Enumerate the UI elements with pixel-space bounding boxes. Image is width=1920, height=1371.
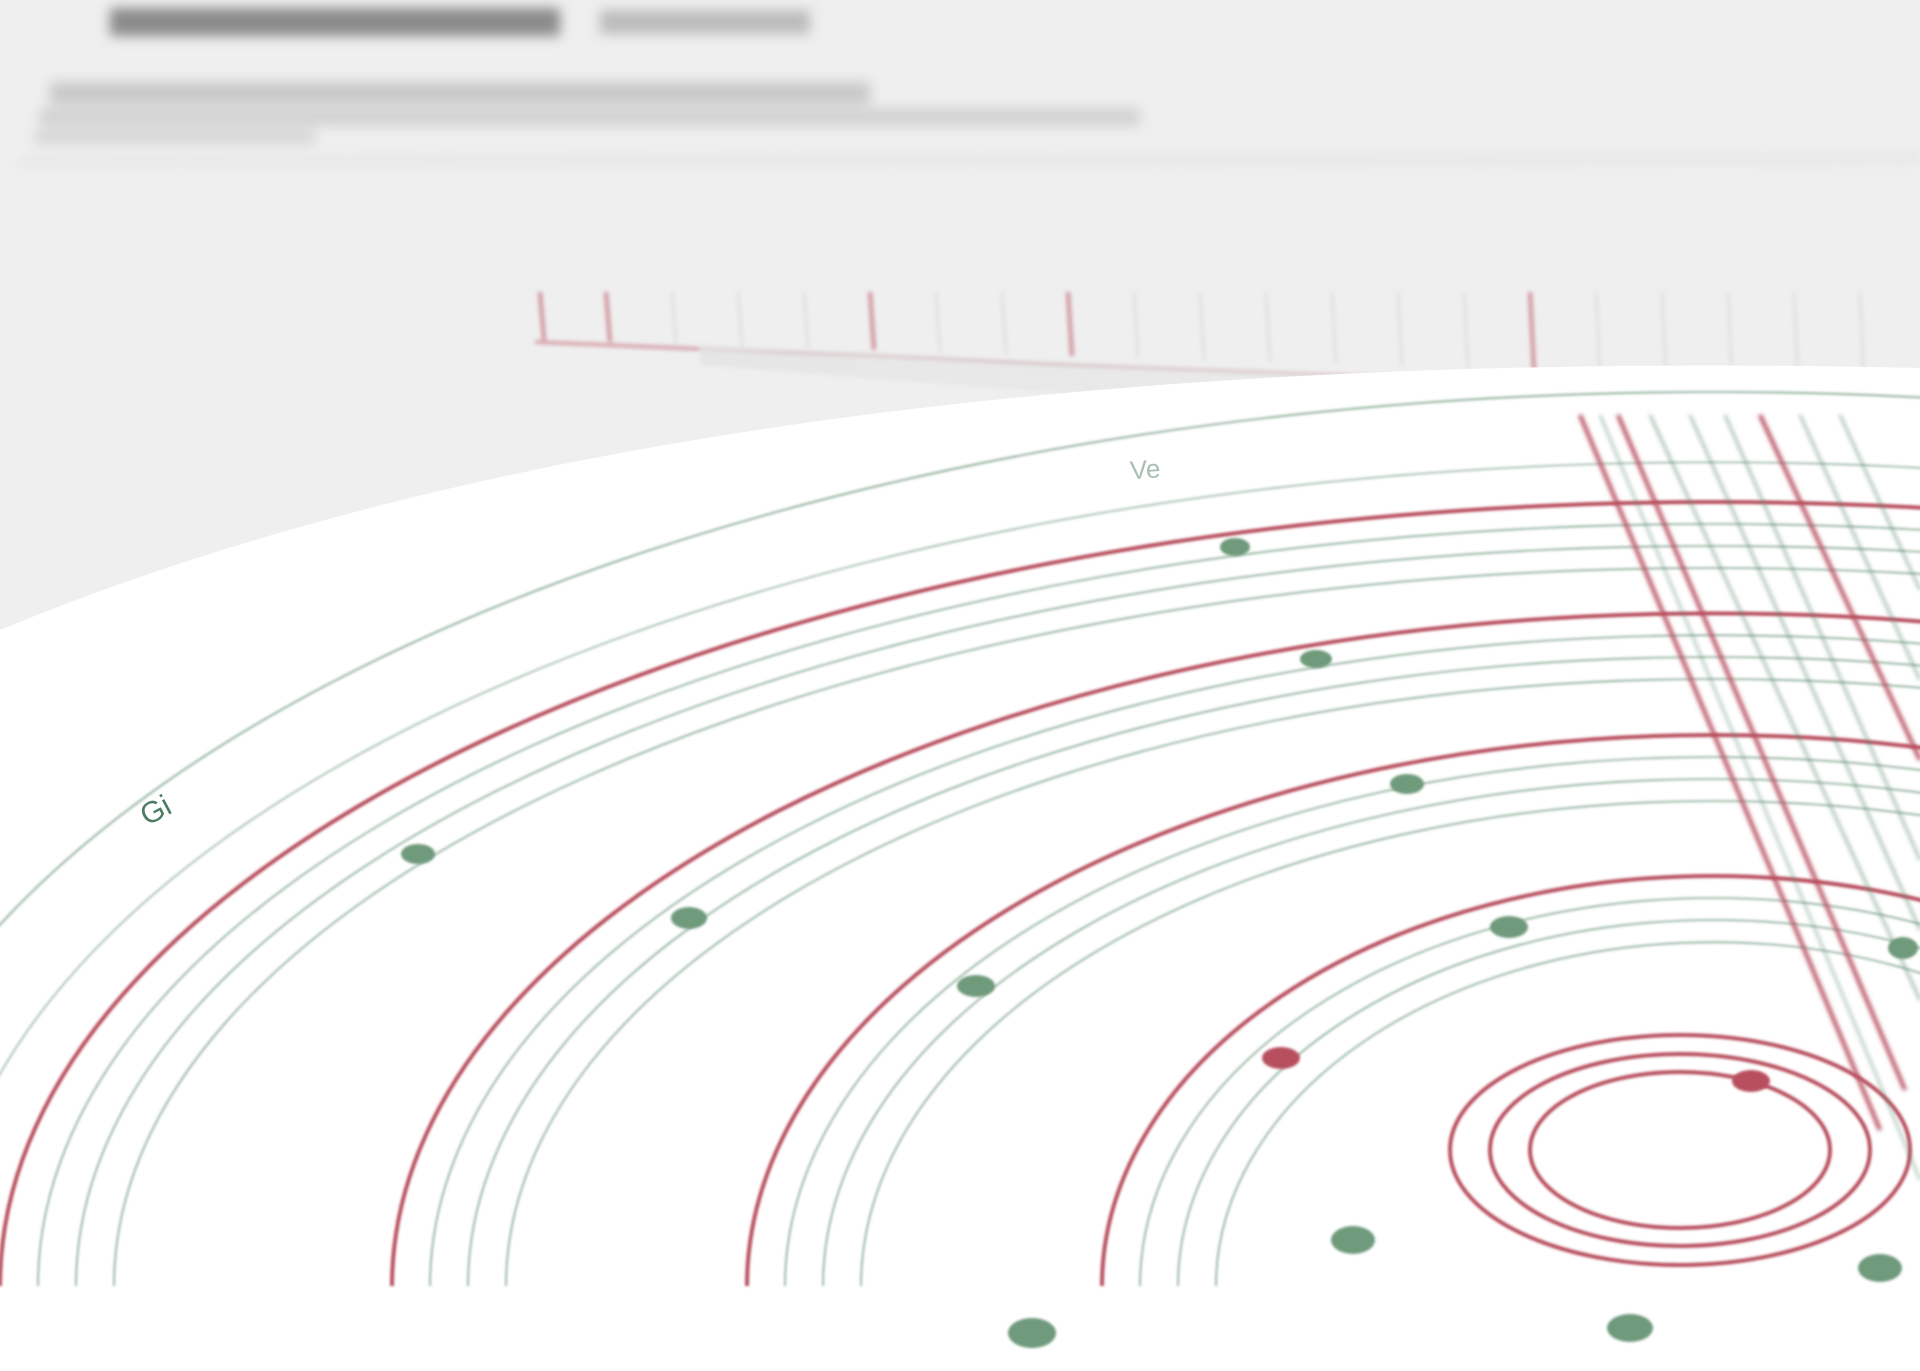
ruler-tick	[868, 291, 876, 351]
header-rule	[19, 157, 1920, 163]
ruler-tick	[538, 291, 546, 341]
vertical-line	[1839, 414, 1920, 591]
green-dot	[1220, 538, 1250, 556]
green-dot	[957, 975, 995, 997]
ruler-tick	[1397, 291, 1403, 367]
ruler-tick	[1793, 291, 1799, 379]
green-ring	[113, 567, 1920, 1287]
inner-spiral-ring	[1448, 1033, 1912, 1267]
green-ring	[1215, 941, 1920, 1287]
ruler-tick	[1265, 291, 1271, 363]
blurred-subtitle	[600, 10, 810, 34]
green-dot	[1331, 1226, 1375, 1254]
ruler-tick	[1331, 291, 1337, 365]
red-dot	[1732, 1070, 1770, 1092]
green-ring	[75, 545, 1920, 1287]
vertical-line	[1799, 414, 1920, 681]
vertical-line	[1599, 414, 1920, 1181]
green-ring	[1139, 897, 1920, 1287]
inner-spiral-ring	[1488, 1052, 1872, 1248]
green-dot	[1300, 650, 1332, 668]
vertical-line	[1616, 414, 1907, 1091]
ruler-tick	[1133, 291, 1139, 359]
blurred-text-line	[40, 108, 1140, 126]
data-dots	[401, 538, 1918, 1348]
blurred-header	[19, 8, 1920, 163]
green-dot	[671, 907, 707, 929]
vertical-line	[1578, 414, 1882, 1131]
ruler-tick	[737, 291, 743, 347]
green-ring	[505, 678, 1920, 1287]
ruler-tick	[803, 291, 809, 349]
green-dot	[1858, 1254, 1902, 1282]
red-ring	[1100, 874, 1920, 1287]
green-ring	[37, 523, 1920, 1287]
green-dot	[1888, 937, 1918, 959]
green-ring	[467, 656, 1920, 1287]
green-dot	[1008, 1318, 1056, 1348]
green-dot	[1607, 1314, 1653, 1342]
green-dot	[401, 844, 435, 864]
vertical-line	[1758, 414, 1920, 761]
ruler-tick	[1859, 291, 1865, 381]
green-dot	[1390, 774, 1424, 794]
inner-spiral-ring	[1528, 1070, 1832, 1230]
green-ring	[784, 756, 1920, 1287]
vertical-connector-lines	[1578, 414, 1920, 1181]
foreground-paper	[0, 365, 1920, 1371]
ruler-tick	[1661, 291, 1667, 375]
vertical-line	[1724, 414, 1920, 861]
red-ring	[0, 500, 1920, 1287]
ruler-tick	[935, 291, 941, 353]
red-dot	[1262, 1047, 1300, 1069]
ruler-tick	[671, 291, 677, 345]
green-ring	[1177, 919, 1920, 1287]
red-ring	[390, 611, 1920, 1287]
green-ring	[860, 800, 1920, 1287]
vertical-line	[1649, 414, 1920, 1001]
ruler-tick	[1066, 291, 1074, 357]
concentric-rings	[0, 391, 1920, 1287]
green-ring	[822, 778, 1920, 1287]
outer-label-ring	[0, 461, 1920, 1287]
ruler-tick	[1001, 291, 1007, 355]
outer-label-ring	[0, 391, 1920, 1287]
ruler-tick	[1199, 291, 1205, 361]
green-ring	[429, 634, 1920, 1287]
ring-label-ve: Ve	[1129, 453, 1161, 485]
ruler-tick	[1528, 291, 1536, 371]
green-dot	[1490, 916, 1528, 938]
ruler-tick	[1463, 291, 1469, 369]
blurred-text-line	[50, 82, 870, 104]
ruler-tick	[1727, 291, 1733, 377]
ruler-tick	[1595, 291, 1601, 373]
blurred-text-line	[35, 130, 315, 144]
blurred-title	[110, 8, 560, 36]
vertical-line	[1689, 414, 1920, 931]
ruler-tick	[604, 291, 612, 343]
